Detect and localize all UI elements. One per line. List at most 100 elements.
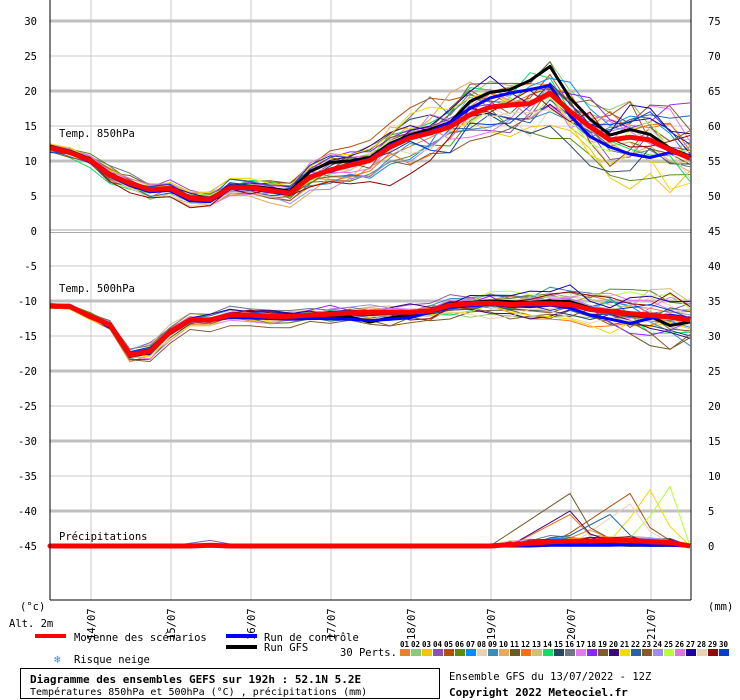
- member-number: 27: [686, 640, 695, 649]
- left-axis-unit: (°c): [20, 601, 45, 613]
- date-label: 20/07: [566, 608, 578, 640]
- legend-mean-swatch: [35, 634, 66, 638]
- date-label: 17/07: [326, 608, 338, 640]
- member-swatch: [719, 649, 729, 656]
- axes: 302520151050-5-10-15-20-25-30-35-40-4575…: [18, 16, 721, 553]
- right-tick-label: 20: [708, 401, 721, 413]
- member-number: 26: [675, 640, 685, 649]
- member-number: 04: [433, 640, 443, 649]
- run-info: Ensemble GFS du 13/07/2022 - 12Z: [449, 671, 651, 683]
- chart-title: Diagramme des ensembles GEFS sur 192h : …: [30, 673, 361, 686]
- member-number: 24: [653, 640, 663, 649]
- member-swatch: [609, 649, 619, 656]
- left-tick-label: 15: [24, 121, 37, 133]
- right-tick-label: 15: [708, 436, 721, 448]
- member-number: 29: [708, 640, 718, 649]
- date-label: 19/07: [486, 608, 498, 640]
- member-swatch: [554, 649, 564, 656]
- plot-frame: [49, 0, 692, 601]
- right-tick-label: 60: [708, 121, 721, 133]
- left-tick-label: 20: [24, 86, 37, 98]
- left-tick-label: 10: [24, 156, 37, 168]
- left-tick-label: -35: [18, 471, 37, 483]
- member-number: 22: [631, 640, 640, 649]
- member-swatch: [400, 649, 410, 656]
- member-number: 25: [664, 640, 673, 649]
- member-swatch: [653, 649, 663, 656]
- member-number: 23: [642, 640, 652, 649]
- member-number: 01: [400, 640, 410, 649]
- legend-gfs-swatch: [226, 645, 257, 649]
- member-swatch: [664, 649, 674, 656]
- legend-mean-label: Moyenne des scénarios: [74, 632, 207, 644]
- right-tick-label: 30: [708, 331, 721, 343]
- copyright: Copyright 2022 Meteociel.fr: [449, 686, 628, 699]
- right-tick-label: 25: [708, 366, 721, 378]
- member-swatch: [532, 649, 542, 656]
- member-swatch: [466, 649, 476, 656]
- member-swatch: [631, 649, 641, 656]
- member-swatch: [433, 649, 443, 656]
- right-tick-label: 45: [708, 226, 721, 238]
- member-number: 21: [620, 640, 630, 649]
- snowflake-icon: ❄: [54, 653, 61, 666]
- legend-gfs-label: Run GFS: [264, 642, 308, 654]
- left-tick-label: -10: [18, 296, 37, 308]
- legend-perts-label: 30 Perts.: [340, 647, 397, 659]
- member-number: 13: [532, 640, 542, 649]
- left-tick-label: -45: [18, 541, 37, 553]
- left-tick-label: 30: [24, 16, 37, 28]
- member-swatch: [477, 649, 487, 656]
- member-swatch: [543, 649, 553, 656]
- member-swatch: [598, 649, 608, 656]
- member-number: 14: [543, 640, 553, 649]
- left-tick-label: -5: [24, 261, 37, 273]
- right-tick-label: 55: [708, 156, 721, 168]
- member-number: 18: [587, 640, 597, 649]
- x-date-labels: 14/07 15/07 16/07 17/07 18/07 19/07 20/07 21/07: [86, 608, 658, 640]
- member-swatch: [576, 649, 586, 656]
- member-swatch: [686, 649, 696, 656]
- right-tick-label: 5: [708, 506, 714, 518]
- right-axis-unit: (mm): [708, 601, 733, 613]
- member-number: 12: [521, 640, 530, 649]
- right-tick-label: 70: [708, 51, 721, 63]
- date-label: 21/07: [646, 608, 658, 640]
- left-tick-label: -15: [18, 331, 37, 343]
- ensemble-members: [49, 60, 691, 547]
- member-swatch: [488, 649, 498, 656]
- member-swatch: [675, 649, 685, 656]
- label-t850: Temp. 850hPa: [59, 128, 135, 140]
- title-box: [20, 668, 440, 699]
- member-number: 09: [488, 640, 498, 649]
- left-tick-label: 5: [31, 191, 37, 203]
- member-number: 08: [477, 640, 487, 649]
- left-tick-label: -40: [18, 506, 37, 518]
- member-number: 03: [422, 640, 432, 649]
- member-number: 19: [598, 640, 608, 649]
- date-label: 15/07: [166, 608, 178, 640]
- legend-snow-label: Risque neige: [74, 654, 150, 666]
- member-swatch: [620, 649, 630, 656]
- label-t500: Temp. 500hPa: [59, 283, 135, 295]
- right-tick-label: 50: [708, 191, 721, 203]
- member-legend: 01 02 03 04 05 06 07 08 09 10 11 12 13 14 15 16 17 18 19 20…: [400, 640, 729, 656]
- member-29-t850-line: [49, 89, 691, 209]
- member-number: 06: [455, 640, 465, 649]
- member-number: 30: [719, 640, 729, 649]
- altitude-label: Alt. 2m: [9, 618, 53, 630]
- member-swatch: [510, 649, 520, 656]
- member-swatch: [642, 649, 652, 656]
- member-swatch: [521, 649, 531, 656]
- left-tick-label: -30: [18, 436, 37, 448]
- member-swatch: [587, 649, 597, 656]
- right-tick-label: 0: [708, 541, 714, 553]
- member-number: 16: [565, 640, 575, 649]
- member-number: 10: [499, 640, 509, 649]
- member-swatch: [565, 649, 575, 656]
- member-swatch: [422, 649, 432, 656]
- member-swatch: [455, 649, 465, 656]
- right-tick-label: 40: [708, 261, 721, 273]
- member-number: 02: [411, 640, 420, 649]
